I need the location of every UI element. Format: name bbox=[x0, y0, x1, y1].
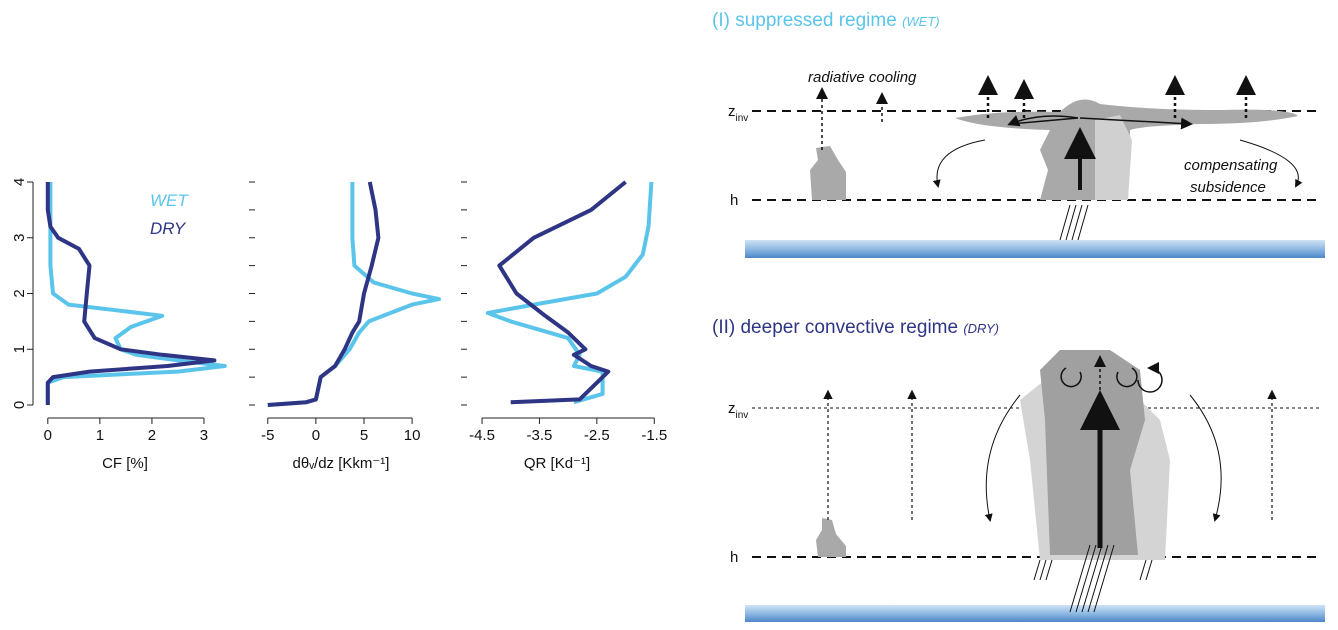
legend-entry: DRY bbox=[150, 219, 187, 238]
cooling-arrows bbox=[816, 75, 1256, 150]
surface-flux bbox=[1033, 544, 1153, 613]
y-tick-label: 4 bbox=[11, 178, 28, 186]
level-label: h bbox=[730, 192, 738, 209]
profile-line bbox=[485, 181, 654, 405]
y-tick-label: 1 bbox=[11, 345, 28, 353]
surface-flux bbox=[1059, 204, 1089, 241]
profile-line bbox=[267, 182, 441, 407]
x-tick-label: -4.5 bbox=[469, 427, 495, 444]
regime-diagram: (I) suppressed regime (WET) radiative co… bbox=[712, 10, 1325, 622]
profile-line bbox=[45, 182, 227, 405]
x-tick-label: -2.5 bbox=[584, 427, 610, 444]
level-label: zinv bbox=[728, 400, 748, 421]
x-tick-label: 10 bbox=[404, 427, 421, 444]
ocean bbox=[745, 605, 1325, 622]
subsidence-arrow bbox=[984, 394, 1021, 522]
cloud bbox=[816, 518, 846, 557]
x-tick-label: 0 bbox=[312, 427, 320, 444]
x-axis-label: dθᵥ/dz [Kkm⁻¹] bbox=[293, 455, 390, 472]
regime-title: (II) deeper convective regime (DRY) bbox=[712, 317, 999, 338]
x-tick-label: -5 bbox=[261, 427, 274, 444]
eddy bbox=[1060, 368, 1163, 393]
profile-line bbox=[497, 180, 627, 405]
subsidence-arrow bbox=[1189, 394, 1222, 522]
x-tick-label: 3 bbox=[200, 427, 208, 444]
legend-entry: WET bbox=[150, 191, 189, 210]
annotation: radiative cooling bbox=[808, 69, 917, 86]
x-tick-label: 1 bbox=[96, 427, 104, 444]
annotation: subsidence bbox=[1190, 179, 1266, 196]
x-tick-label: 2 bbox=[148, 427, 156, 444]
annotation: compensating bbox=[1184, 157, 1278, 174]
x-tick-label: 0 bbox=[44, 427, 52, 444]
subsidence-arrow bbox=[932, 139, 986, 188]
x-axis-label: QR [Kd⁻¹] bbox=[524, 455, 590, 472]
level-label: zinv bbox=[728, 103, 748, 124]
level-label: h bbox=[730, 549, 738, 566]
profile-charts: 0 1 2 3 CF [%] 0 1 2 3 4 WET DRY -5 0 5 10 dθᵥ/dz [Kkm⁻¹… bbox=[11, 178, 667, 472]
cloud bbox=[1095, 115, 1132, 200]
cloud bbox=[810, 146, 846, 200]
cloud bbox=[1040, 350, 1145, 555]
subsidence-arrow bbox=[1239, 139, 1303, 188]
regime-title: (I) suppressed regime (WET) bbox=[712, 10, 940, 31]
y-tick-label: 2 bbox=[11, 289, 28, 297]
outflow-arrow bbox=[1009, 118, 1190, 124]
x-tick-label: -3.5 bbox=[527, 427, 553, 444]
profile-line bbox=[45, 182, 217, 405]
x-tick-label: -1.5 bbox=[641, 427, 667, 444]
y-tick-label: 0 bbox=[11, 401, 28, 409]
outflow-arrow bbox=[1007, 115, 1079, 127]
x-tick-label: 5 bbox=[360, 427, 368, 444]
x-axis-label: CF [%] bbox=[102, 455, 148, 472]
ocean bbox=[745, 240, 1325, 258]
y-tick-label: 3 bbox=[11, 234, 28, 242]
profile-line bbox=[267, 181, 381, 407]
